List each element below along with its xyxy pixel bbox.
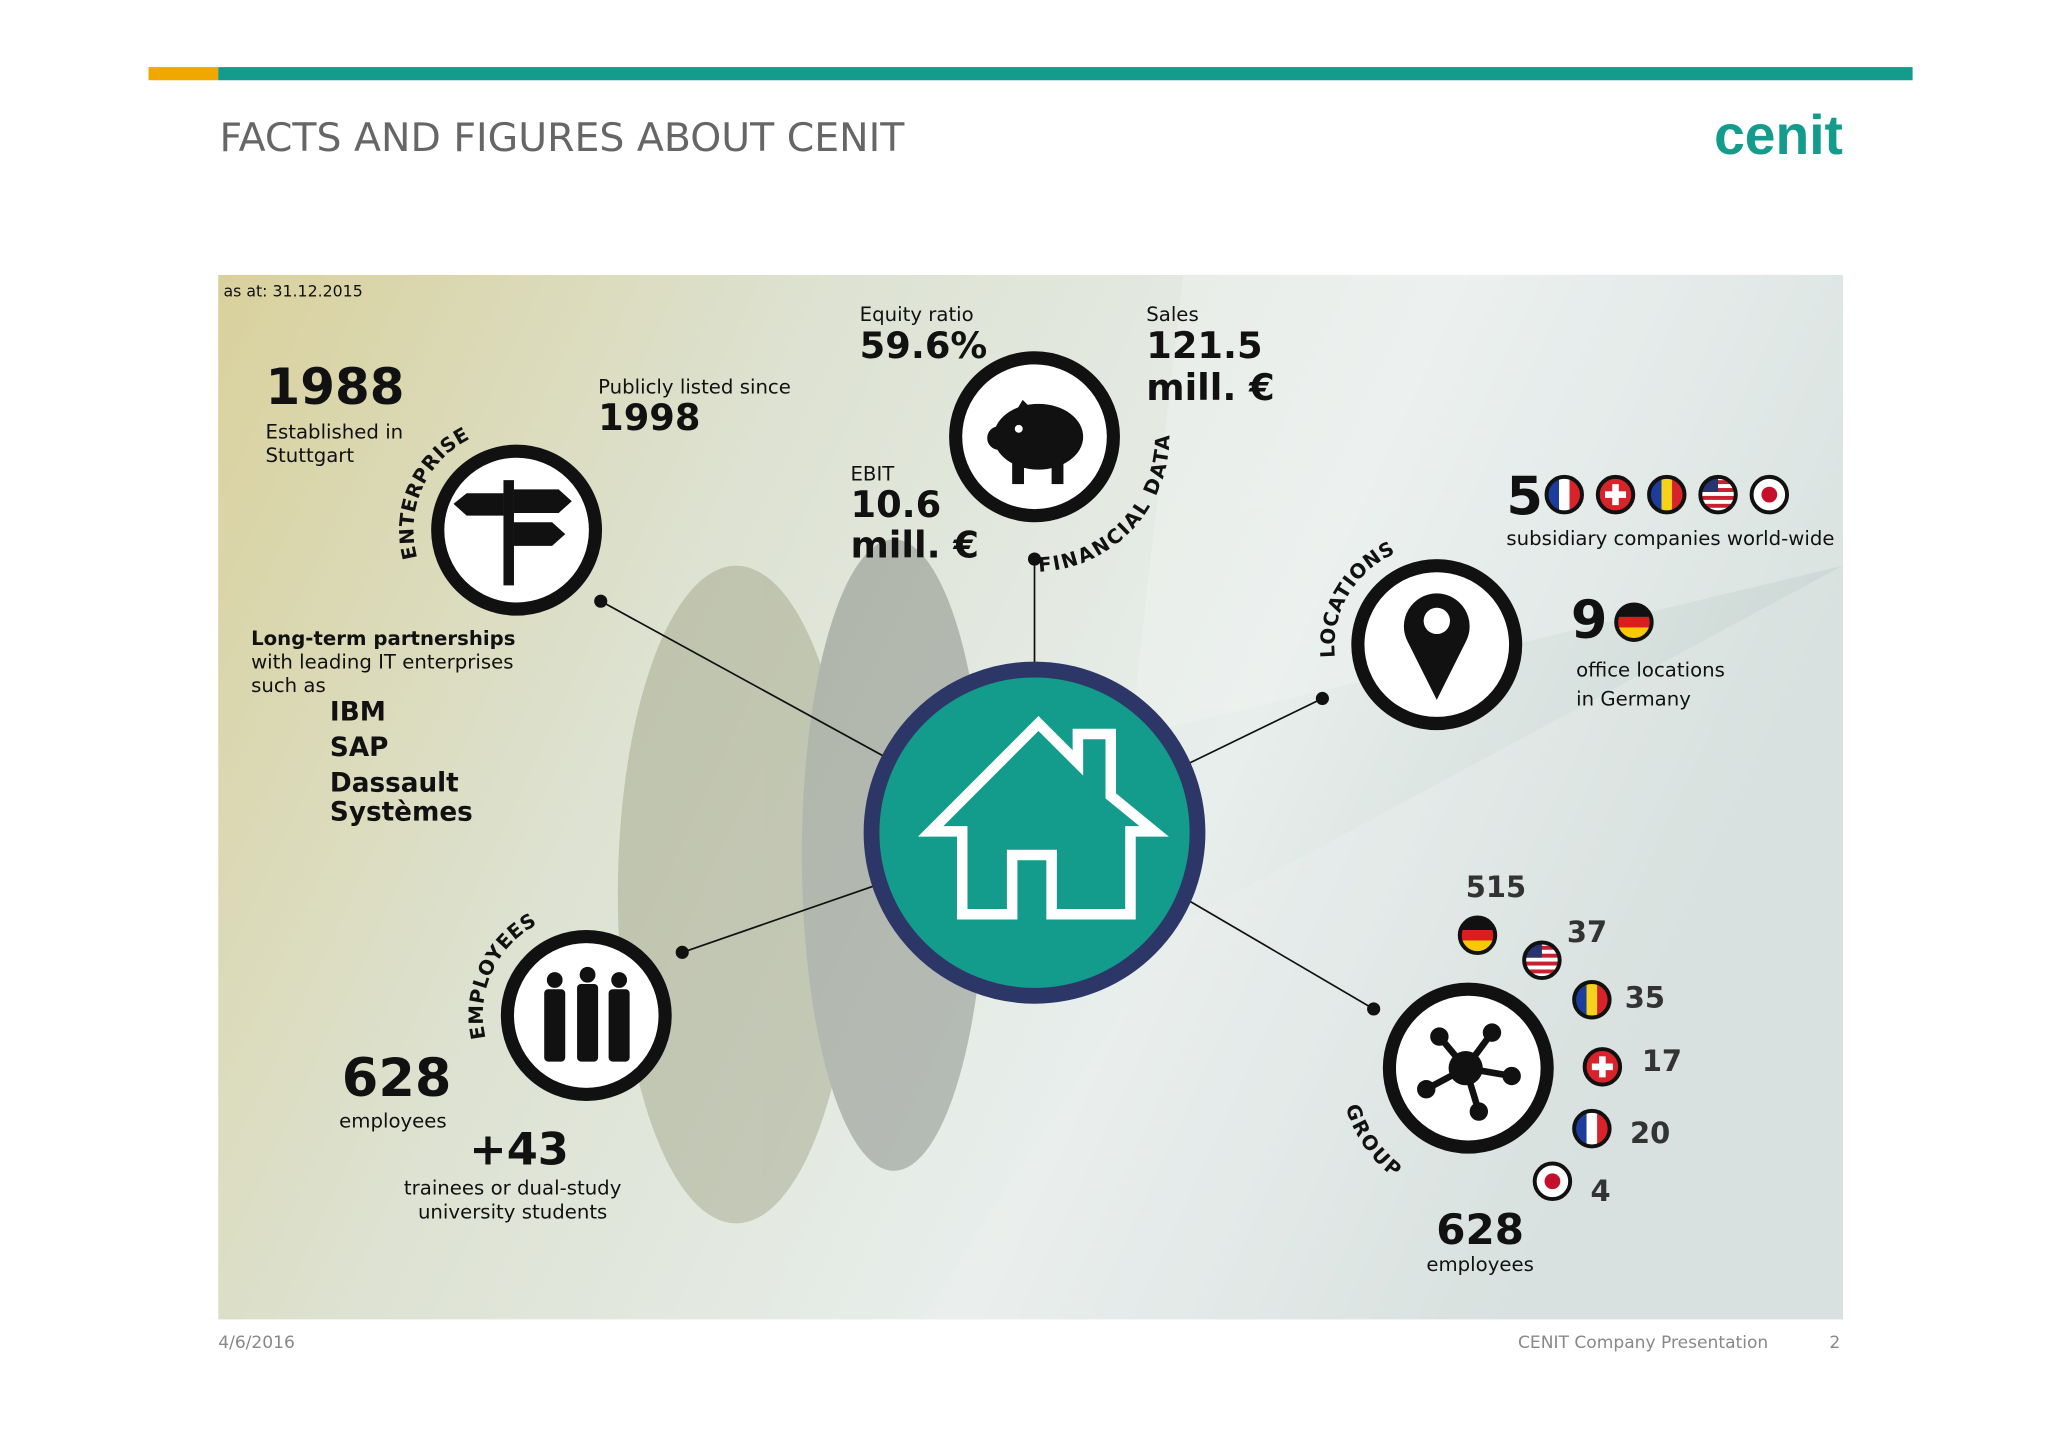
founded-text: Established in: [266, 420, 404, 443]
group-count: 17: [1642, 1044, 1682, 1078]
network-icon: [1417, 1023, 1521, 1121]
flag: [1547, 477, 1582, 513]
partner: SAP: [330, 733, 389, 763]
title: FACTS AND FIGURES ABOUT CENIT: [220, 115, 906, 161]
flag: [1649, 477, 1684, 513]
group-count: 4: [1591, 1174, 1611, 1208]
group-count: 515: [1466, 870, 1526, 904]
flag: [1574, 1111, 1609, 1147]
page-number: 2: [1829, 1333, 1840, 1353]
group-total: 628: [1436, 1205, 1524, 1254]
logo: cenit: [1714, 104, 1843, 166]
piggy-icon: [987, 399, 1084, 485]
subsidiaries-count: 5: [1506, 467, 1543, 528]
ebit-value: mill. €: [850, 524, 979, 567]
ebit-label: EBIT: [850, 462, 895, 485]
flag: [1749, 474, 1790, 515]
offices-text: office locations: [1576, 658, 1725, 681]
group-count: 35: [1625, 981, 1665, 1015]
partnerships-heading: Long-term partnerships: [251, 627, 515, 650]
employee-count: 628: [342, 1048, 452, 1109]
group-count: 20: [1630, 1116, 1670, 1150]
founded-text: Stuttgart: [266, 444, 355, 467]
house-icon: [917, 716, 1169, 920]
offices-text: in Germany: [1576, 687, 1691, 710]
founded-year: 1988: [266, 358, 405, 416]
partnerships-text: with leading IT enterprises: [251, 650, 513, 673]
equity-value: 59.6%: [860, 324, 988, 367]
signpost-icon: [453, 480, 572, 586]
trainee-text: university students: [418, 1200, 607, 1223]
flag: [1524, 943, 1559, 979]
listed-label: Publicly listed since: [598, 376, 791, 399]
ebit-value: 10.6: [850, 483, 941, 526]
group-breakdown: 515 37 35 17 20 4: [1460, 870, 1682, 1208]
sales-value: mill. €: [1146, 366, 1275, 409]
group-total-text: employees: [1426, 1253, 1534, 1276]
employee-text: employees: [339, 1110, 447, 1133]
photo-shapes: [617, 274, 1843, 1320]
footer-title: CENIT Company Presentation: [1518, 1333, 1768, 1353]
partner: Systèmes: [330, 797, 473, 827]
flag: [1532, 1161, 1573, 1202]
offices-count: 9: [1571, 590, 1608, 651]
flag: [1700, 477, 1735, 513]
listed-year: 1998: [598, 396, 700, 439]
sales-value: 121.5: [1146, 324, 1262, 367]
flag: [1582, 1047, 1623, 1087]
equity-label: Equity ratio: [860, 303, 974, 326]
people-icon: [544, 966, 630, 1062]
group-count: 37: [1567, 915, 1607, 949]
subsidiaries-text: subsidiary companies world-wide: [1506, 527, 1834, 550]
footer-date: 4/6/2016: [218, 1333, 295, 1353]
partner: Dassault: [330, 769, 459, 799]
flag: [1574, 982, 1609, 1018]
accent-bar: [148, 67, 219, 81]
flag: [1460, 918, 1495, 954]
pin-icon: [1403, 593, 1470, 700]
trainee-count: +43: [469, 1123, 569, 1175]
connector-dots: [594, 552, 1381, 1016]
partner: IBM: [330, 697, 386, 727]
partnerships-text: such as: [251, 674, 326, 697]
as-at: as at: 31.12.2015: [223, 282, 362, 301]
connectors: [600, 559, 1375, 1010]
header-bar: [218, 67, 1913, 81]
sales-label: Sales: [1146, 303, 1198, 326]
flag: [1616, 604, 1651, 640]
trainee-text: trainees or dual-study: [404, 1177, 622, 1200]
flag: [1595, 474, 1636, 515]
